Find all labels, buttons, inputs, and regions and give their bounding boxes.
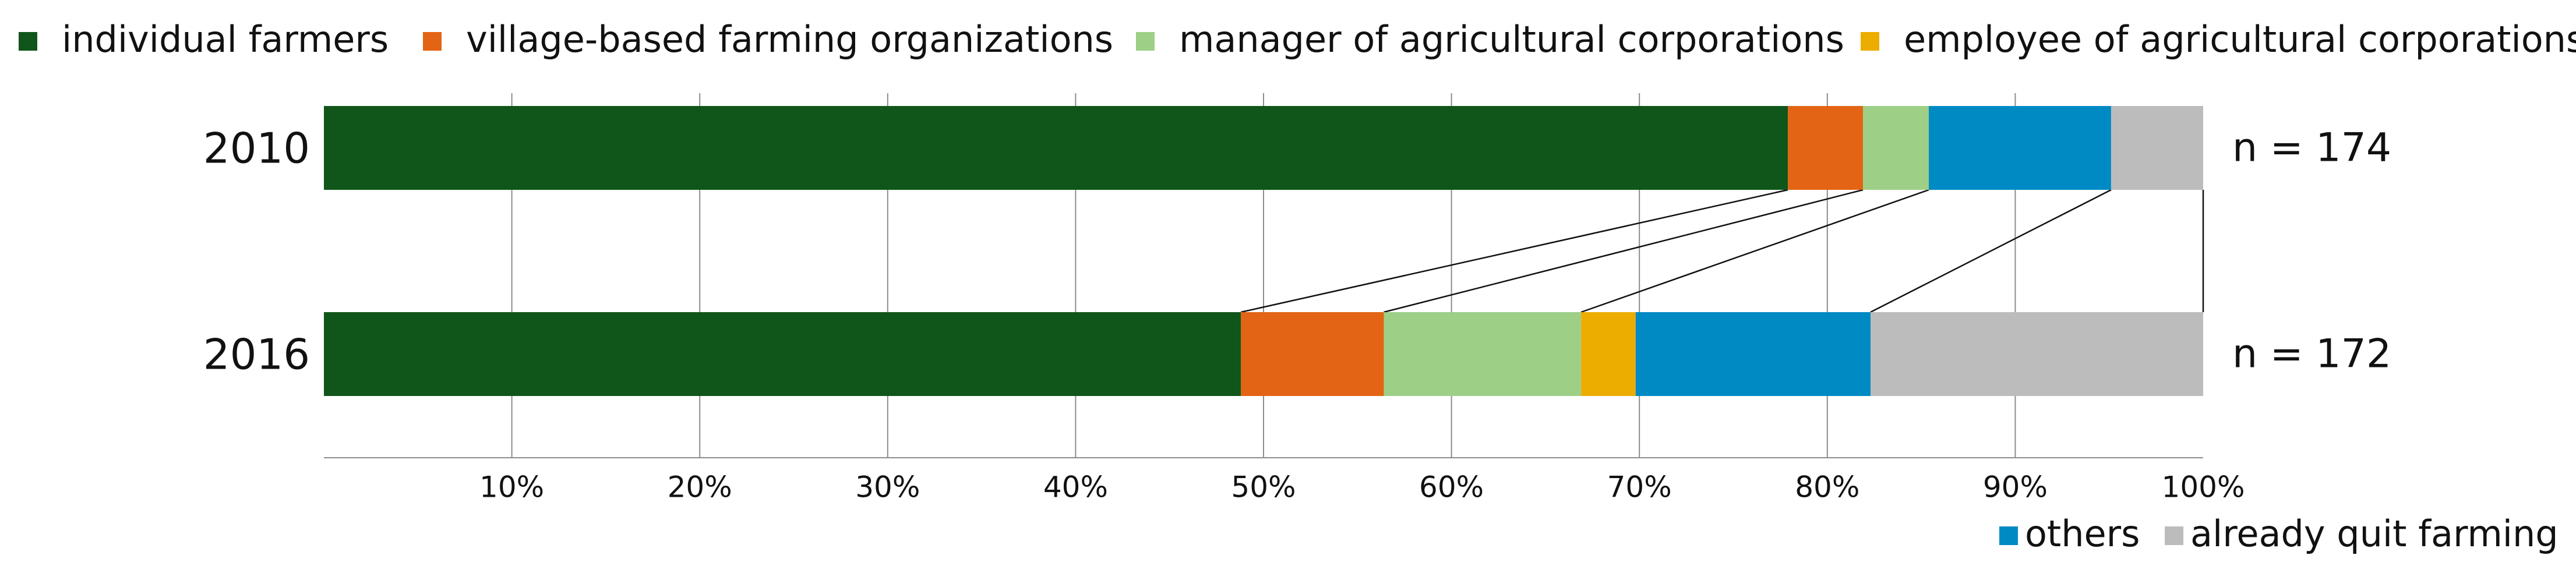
connector-line [1580, 189, 1929, 313]
bar-segment-manager-of-agricultural-corporations [1863, 106, 1929, 190]
x-tick-label: 60% [1419, 471, 1484, 504]
legend-label: employee of agricultural corporations [1904, 18, 2576, 61]
bar-segment-already-quit-farming [1870, 312, 2203, 396]
connector-line [1384, 189, 1864, 313]
legend-label: already quit farming [2190, 512, 2559, 555]
x-tick-label: 40% [1043, 471, 1108, 504]
sample-size-label: n = 172 [2232, 331, 2391, 377]
legend-swatch [1136, 32, 1155, 51]
legend-label: others [2025, 512, 2140, 555]
x-tick-label: 50% [1231, 471, 1296, 504]
x-tick-label: 30% [855, 471, 920, 504]
legend-swatch [423, 32, 442, 51]
legend-label: individual farmers [62, 18, 389, 61]
legend-swatch [1861, 32, 1879, 51]
connector-line [1870, 189, 2112, 313]
bar-segment-others [1635, 312, 1871, 396]
bar-segment-village-based-farming-organizations [1241, 312, 1384, 396]
x-axis: 10% 20% 30% 40% 50% 60% 70% 80% 90% 100% [324, 457, 2245, 504]
legend-swatch [1999, 526, 2018, 545]
bars [324, 106, 2203, 396]
legend: individual farmers village-based farming … [19, 18, 2576, 555]
x-tick-label: 10% [479, 471, 544, 504]
x-tick-label: 100% [2162, 471, 2245, 504]
bar-segment-village-based-farming-organizations [1788, 106, 1864, 190]
category-label: 2016 [203, 330, 310, 379]
bar-segment-employee-of-agricultural-corporations [1581, 312, 1636, 396]
x-tick-label: 90% [1983, 471, 2048, 504]
connector-line [1241, 189, 1788, 313]
sample-size-label: n = 174 [2232, 125, 2391, 171]
legend-swatch [2165, 526, 2183, 545]
bar-segment-individual-farmers [324, 106, 1788, 190]
category-label: 2010 [203, 124, 310, 173]
x-tick-label: 20% [668, 471, 732, 504]
bar-segment-individual-farmers [324, 312, 1241, 396]
legend-label: manager of agricultural corporations [1179, 18, 1844, 61]
bar-segment-others [1929, 106, 2111, 190]
legend-swatch [19, 32, 37, 51]
x-tick-label: 70% [1607, 471, 1672, 504]
x-tick-label: 80% [1795, 471, 1859, 504]
bar-segment-manager-of-agricultural-corporations [1384, 312, 1582, 396]
bar-segment-already-quit-farming [2111, 106, 2203, 190]
legend-label: village-based farming organizations [466, 18, 1113, 61]
category-labels: 2010 n = 174 2016 n = 172 [203, 124, 2391, 379]
segment-connectors [1241, 189, 2204, 313]
